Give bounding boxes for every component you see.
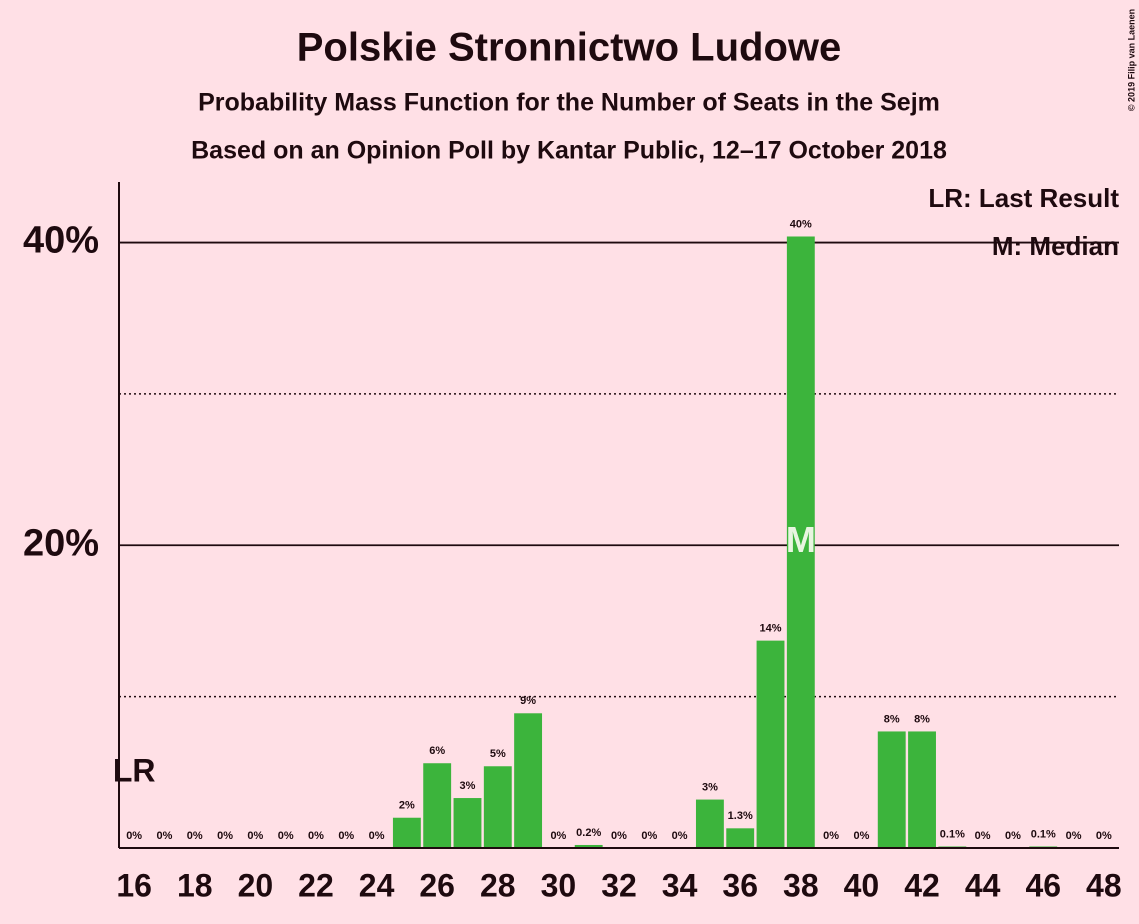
value-label: 0% [611,830,627,842]
x-tick-label: 46 [1025,867,1061,903]
chart-subtitle: Based on an Opinion Poll by Kantar Publi… [191,137,947,165]
value-label: 0% [641,830,657,842]
value-label: 0% [247,830,263,842]
median-marker: M [786,519,816,560]
bar [786,236,815,848]
bar [756,640,785,848]
value-label: 0% [278,830,294,842]
bar [514,713,543,848]
x-tick-label: 18 [177,867,213,903]
bar [574,844,603,848]
value-label: 0.2% [576,827,601,839]
x-tick-label: 30 [541,867,577,903]
value-label: 0% [853,830,869,842]
bar [453,798,482,848]
value-label: 14% [759,623,781,635]
bar [695,799,724,848]
x-tick-label: 24 [359,867,395,903]
chart-title: Polskie Stronnictwo Ludowe [297,26,842,70]
x-tick-label: 48 [1086,867,1122,903]
value-label: 0.1% [1031,828,1056,840]
value-label: 1.3% [728,810,753,822]
x-tick-label: 16 [116,867,152,903]
bar [726,828,755,848]
x-tick-label: 32 [601,867,637,903]
value-label: 0% [187,830,203,842]
bar [483,766,512,848]
y-tick-label: 40% [23,220,99,262]
value-label: 9% [520,695,536,707]
value-label: 0% [975,830,991,842]
bar [423,763,452,848]
last-result-marker: LR [113,752,156,788]
value-label: 0% [823,830,839,842]
value-label: 0% [308,830,324,842]
x-tick-label: 38 [783,867,819,903]
value-label: 0.1% [940,828,965,840]
x-tick-label: 20 [238,867,274,903]
x-tick-label: 22 [298,867,334,903]
value-label: 2% [399,800,415,812]
value-label: 5% [490,748,506,760]
x-tick-label: 42 [904,867,940,903]
bar [877,731,906,848]
value-label: 8% [884,713,900,725]
x-tick-label: 44 [965,867,1001,903]
x-tick-label: 40 [844,867,880,903]
value-label: 0% [126,830,142,842]
x-tick-label: 36 [722,867,758,903]
value-label: 0% [369,830,385,842]
value-label: 0% [550,830,566,842]
x-tick-label: 34 [662,867,698,903]
value-label: 0% [1066,830,1082,842]
value-label: 0% [1096,830,1112,842]
bar [908,731,936,848]
x-tick-label: 26 [419,867,455,903]
value-label: 0% [1005,830,1021,842]
legend-entry: M: Median [992,231,1119,261]
value-label: 8% [914,713,930,725]
chart-subtitle: Probability Mass Function for the Number… [198,89,940,117]
y-tick-label: 20% [23,522,99,564]
value-label: 0% [672,830,688,842]
value-label: 40% [790,218,812,230]
value-label: 0% [157,830,173,842]
copyright: © 2019 Filip van Laenen [1126,9,1136,111]
bar [392,817,421,848]
value-label: 0% [338,830,354,842]
value-label: 0% [217,830,233,842]
value-label: 3% [460,780,476,792]
value-label: 3% [702,781,718,793]
value-label: 6% [429,745,445,757]
x-tick-label: 28 [480,867,516,903]
legend-entry: LR: Last Result [928,183,1119,213]
